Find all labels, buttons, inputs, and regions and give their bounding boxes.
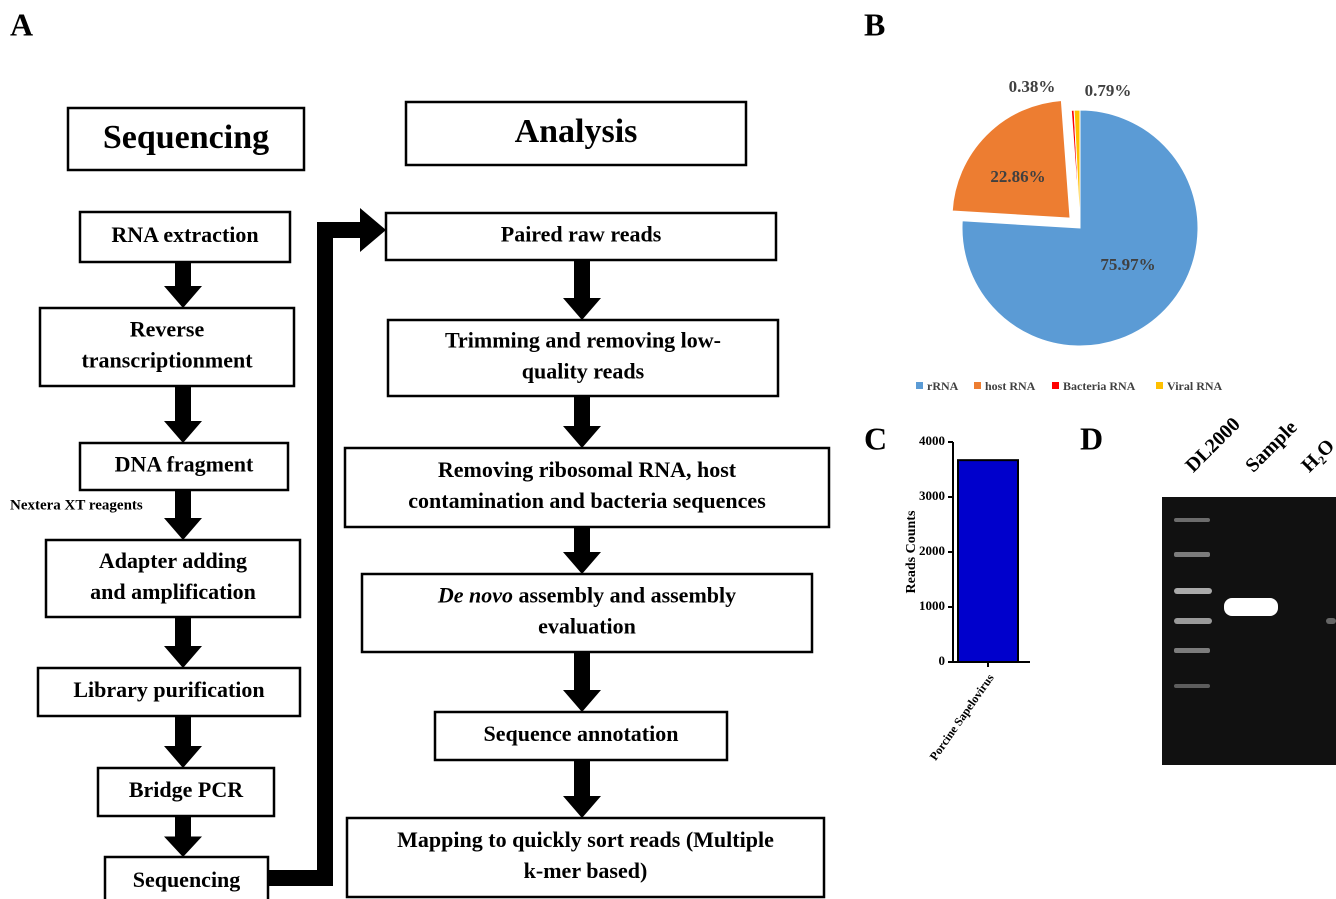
legend-label: Viral RNA — [1167, 379, 1223, 393]
legend-label: rRNA — [927, 379, 959, 393]
panel-label: C — [864, 420, 887, 456]
slice-label: 0.38% — [1009, 77, 1056, 96]
slice-label: 75.97% — [1100, 255, 1155, 274]
legend-swatch — [1156, 382, 1163, 389]
note: Nextera XT reagents — [10, 497, 143, 513]
step-text-part: Sequencing — [133, 867, 241, 892]
arrow — [563, 652, 601, 712]
arrow — [164, 386, 202, 443]
y-tick-label: 1000 — [919, 598, 945, 613]
step-text: and amplification — [90, 579, 256, 604]
pie-slice — [952, 100, 1070, 218]
step-text-part: Bridge PCR — [129, 777, 244, 802]
step-text-part: RNA extraction — [111, 222, 258, 247]
step-text-part: Removing ribosomal RNA, host — [438, 457, 737, 482]
panel-label: B — [864, 6, 885, 42]
step-text: De novo assembly and assembly — [437, 583, 736, 608]
step-text: contamination and bacteria sequences — [408, 488, 766, 513]
step-text-part: and amplification — [90, 579, 256, 604]
y-tick-label: 2000 — [919, 543, 945, 558]
slice-label: 22.86% — [990, 167, 1045, 186]
step-text: Mapping to quickly sort reads (Multiple — [397, 827, 774, 852]
panel-label: D — [1080, 420, 1103, 456]
lane-label: Sample — [1241, 416, 1301, 476]
step-text-part: contamination and bacteria sequences — [408, 488, 766, 513]
step-text-part: Sequence annotation — [484, 721, 679, 746]
step-text: Library purification — [73, 677, 264, 702]
step-text: k-mer based) — [524, 858, 648, 883]
step-text: quality reads — [522, 359, 645, 384]
step-text: Sequence annotation — [484, 721, 679, 746]
gel-image — [1162, 497, 1336, 765]
step-text: Sequencing — [133, 867, 241, 892]
step-text-part: Reverse — [130, 317, 205, 342]
step-text: evaluation — [538, 614, 636, 639]
header: Analysis — [515, 113, 638, 150]
figure: A B C D Sequencing Analysis Nextera XT r… — [0, 0, 1336, 899]
slice-label: 0.79% — [1085, 81, 1132, 100]
step-text: Trimming and removing low- — [445, 328, 721, 353]
arrow — [164, 617, 202, 668]
arrow — [164, 490, 202, 540]
step-text-part: evaluation — [538, 614, 636, 639]
legend-swatch — [916, 382, 923, 389]
arrow — [563, 396, 601, 448]
arrow — [164, 816, 202, 857]
step-text: DNA fragment — [115, 452, 254, 477]
lane-label: H₂O — [1297, 435, 1336, 477]
legend-label: Bacteria RNA — [1063, 379, 1136, 393]
step-text: Reverse — [130, 317, 205, 342]
step-text-part: DNA fragment — [115, 452, 254, 477]
legend-swatch — [974, 382, 981, 389]
step-text: Paired raw reads — [501, 222, 662, 247]
legend-swatch — [1052, 382, 1059, 389]
step-text-part: Paired raw reads — [501, 222, 662, 247]
x-tick-label: Porcine Sapelovirus — [927, 671, 997, 763]
step-text-part: Trimming and removing low- — [445, 328, 721, 353]
y-tick-label: 0 — [939, 653, 946, 668]
arrow — [563, 260, 601, 320]
step-text: Adapter adding — [99, 548, 247, 573]
step-text-part: assembly and assembly — [513, 583, 736, 608]
step-text-part: k-mer based) — [524, 858, 648, 883]
bar — [958, 460, 1018, 662]
step-text: transcriptionment — [81, 348, 253, 373]
step-text: Bridge PCR — [129, 777, 244, 802]
step-text-part: transcriptionment — [81, 348, 253, 373]
step-text-part: De novo — [437, 583, 513, 608]
arrow — [563, 527, 601, 574]
y-tick-label: 4000 — [919, 433, 945, 448]
step-text: Removing ribosomal RNA, host — [438, 457, 737, 482]
pie-slice — [1074, 110, 1080, 228]
y-axis-label: Reads Counts — [904, 510, 919, 593]
step-text-part: Adapter adding — [99, 548, 247, 573]
legend-label: host RNA — [985, 379, 1036, 393]
y-tick-label: 3000 — [919, 488, 945, 503]
arrow — [164, 262, 202, 308]
step-text-part: Mapping to quickly sort reads (Multiple — [397, 827, 774, 852]
arrow — [164, 716, 202, 768]
panel-label: A — [10, 6, 33, 42]
arrow — [563, 760, 601, 818]
step-text-part: Library purification — [73, 677, 264, 702]
step-text-part: quality reads — [522, 359, 645, 384]
header: Sequencing — [103, 119, 269, 156]
step-text: RNA extraction — [111, 222, 258, 247]
lane-label: DL2000 — [1181, 413, 1244, 476]
